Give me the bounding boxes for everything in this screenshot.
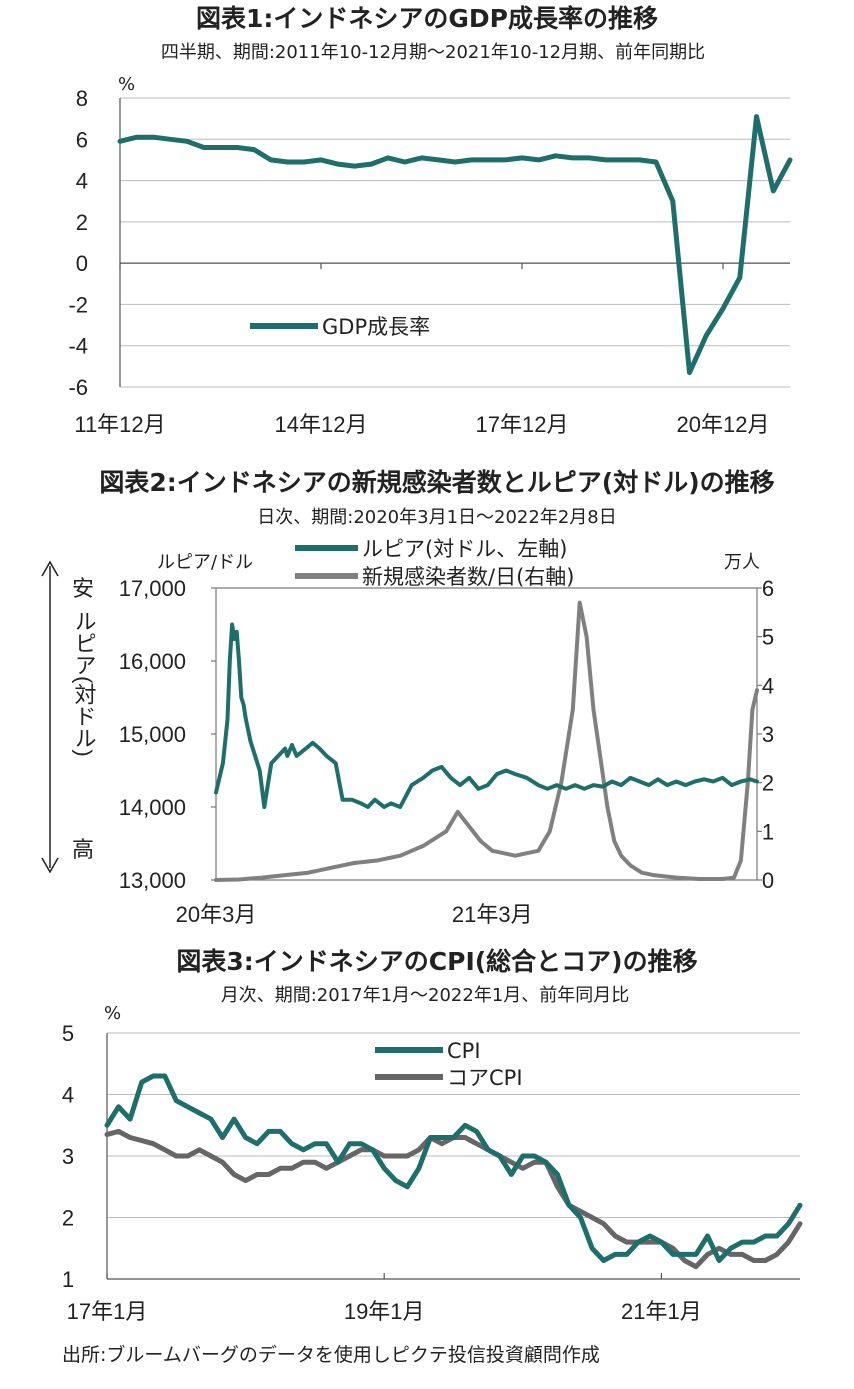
x-tick-label: 20年3月	[176, 902, 257, 927]
chart2-direction-arrow: 安 高 ルピア(対ドル)	[41, 560, 97, 874]
y-tick-label: -4	[68, 334, 88, 359]
y-right-tick-label: 4	[762, 673, 774, 698]
y-tick-label: 6	[76, 127, 88, 152]
chart1-subtitle: 四半期、期間:2011年10-12月期～2021年10-12月期、前年同期比	[161, 42, 705, 63]
chart1-series	[117, 114, 793, 376]
plot-frame	[215, 587, 758, 881]
x-tick-label: 11年12月	[74, 412, 165, 437]
y-left-tick-label: 15,000	[119, 722, 186, 747]
x-tick-label: 21年3月	[452, 902, 533, 927]
chart1-y-ticks: 8 6 4 2 0 -2 -4 -6	[68, 86, 88, 400]
chart2: 図表2:インドネシアの新規感染者数とルピア(対ドル)の推移 日次、期間:2020…	[41, 468, 775, 927]
y-tick-label: 5	[62, 1021, 74, 1046]
chart3-y-ticks: 5 4 3 2 1	[62, 1021, 74, 1292]
chart2-title: 図表2:インドネシアの新規感染者数とルピア(対ドル)の推移	[99, 468, 774, 497]
series-line-rupiah	[214, 622, 759, 809]
y-right-tick-label: 1	[762, 819, 774, 844]
series-line-cpi	[104, 1073, 803, 1263]
x-tick-label: 17年12月	[476, 412, 569, 437]
chart1-legend: GDP成長率	[250, 315, 430, 339]
chart3-series	[104, 1073, 803, 1270]
arrow-label-middle: ルピア(対ドル)	[72, 610, 97, 757]
x-tick-label: 17年1月	[67, 1299, 148, 1324]
source-note: 出所:ブルームバーグのデータを使用しピクテ投信投資顧問作成	[62, 1343, 600, 1366]
chart3: 図表3:インドネシアのCPI(総合とコア)の推移 月次、期間:2017年1月～2…	[62, 947, 803, 1324]
chart3-x-ticks: 17年1月 19年1月 21年1月	[67, 1273, 702, 1324]
chart1: 図表1:インドネシアのGDP成長率の推移 四半期、期間:2011年10-12月期…	[68, 4, 793, 437]
x-tick-label: 21年1月	[621, 1299, 702, 1324]
chart2-y-ticks: 17,000 16,000 15,000 14,000 13,000 6 5 4 3 2 1 0	[119, 576, 774, 893]
chart3-unit: %	[104, 1003, 121, 1024]
legend-label-cpi: CPI	[447, 1039, 481, 1063]
y-right-tick-label: 6	[762, 576, 774, 601]
x-tick-label: 20年12月	[677, 412, 770, 437]
arrow-label-bottom: 高	[72, 837, 94, 862]
chart3-subtitle: 月次、期間:2017年1月～2022年1月、前年同月比	[221, 985, 630, 1006]
chart3-title: 図表3:インドネシアのCPI(総合とコア)の推移	[176, 947, 697, 976]
series-line-gdp	[117, 114, 793, 376]
series-line-new-cases	[214, 600, 759, 882]
y-tick-label: 4	[76, 169, 88, 194]
arrow-label-top: 安	[72, 576, 94, 601]
y-tick-label: 1	[62, 1267, 74, 1292]
chart1-grid	[119, 97, 790, 388]
y-tick-label: 2	[76, 210, 88, 235]
y-tick-label: -2	[68, 292, 88, 317]
y-left-tick-label: 17,000	[119, 576, 186, 601]
y-tick-label: 4	[62, 1083, 74, 1108]
y-tick-label: 0	[76, 251, 88, 276]
chart2-x-ticks: 20年3月 21年3月	[176, 902, 533, 927]
y-right-tick-label: 3	[762, 722, 774, 747]
arrow-head-down	[41, 857, 59, 874]
x-tick-label: 14年12月	[275, 412, 368, 437]
chart2-right-axis-label: 万人	[724, 552, 760, 573]
chart2-series	[214, 600, 759, 882]
chart1-x-ticks: 11年12月 14年12月 17年12月 20年12月	[74, 263, 769, 437]
chart1-title: 図表1:インドネシアのGDP成長率の推移	[196, 4, 658, 33]
chart2-left-axis-label: ルピア/ドル	[157, 552, 253, 573]
y-left-tick-label: 16,000	[119, 649, 186, 674]
legend-label-rupiah: ルピア(対ドル、左軸)	[362, 537, 567, 561]
chart2-frame	[215, 587, 758, 881]
y-tick-label: -6	[68, 375, 88, 400]
chart3-grid	[106, 1032, 800, 1280]
y-right-tick-label: 5	[762, 625, 774, 650]
series-line-core-cpi	[104, 1128, 803, 1270]
chart1-unit: %	[118, 74, 135, 95]
y-tick-label: 3	[62, 1144, 74, 1169]
y-tick-label: 2	[62, 1206, 74, 1231]
y-tick-label: 8	[76, 86, 88, 111]
y-right-tick-label: 2	[762, 771, 774, 796]
legend-label-gdp: GDP成長率	[322, 315, 430, 339]
chart2-subtitle: 日次、期間:2020年3月1日～2022年2月8日	[257, 507, 617, 528]
chart2-legend: ルピア(対ドル、左軸) 新規感染者数/日(右軸)	[295, 537, 574, 589]
x-tick-label: 19年1月	[344, 1299, 425, 1324]
arrow-head-up	[41, 560, 59, 577]
legend-label-cases: 新規感染者数/日(右軸)	[362, 565, 574, 589]
y-left-tick-label: 14,000	[119, 795, 186, 820]
y-right-tick-label: 0	[762, 868, 774, 893]
chart3-legend: CPI コアCPI	[375, 1039, 523, 1090]
legend-label-core-cpi: コアCPI	[447, 1066, 523, 1090]
y-left-tick-label: 13,000	[119, 868, 186, 893]
